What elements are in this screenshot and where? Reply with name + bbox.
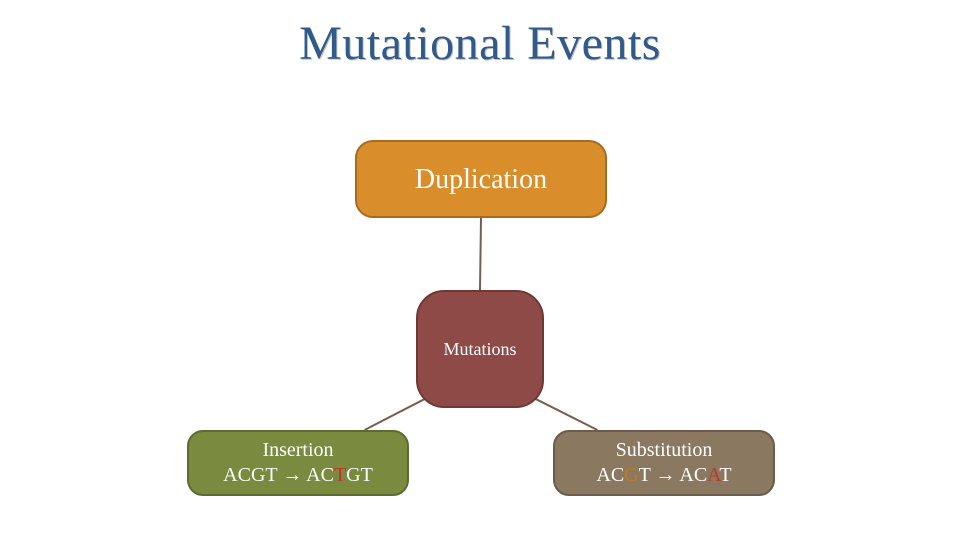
page-title: Mutational Events xyxy=(0,16,960,71)
node-label: Duplication xyxy=(415,162,547,197)
node-sequence: ACGT → ACAT xyxy=(596,463,731,488)
node-duplication: Duplication xyxy=(355,140,607,218)
node-sequence: ACGT → ACTGT xyxy=(223,463,373,488)
seq-suffix: T xyxy=(719,464,731,486)
node-mutations: Mutations xyxy=(416,290,544,408)
seq-highlight: G xyxy=(624,464,638,486)
title-text: Mutational Events xyxy=(299,17,661,70)
node-label: Insertion xyxy=(262,438,333,463)
node-substitution: Substitution ACGT → ACAT xyxy=(553,430,775,496)
seq-mid: T → AC xyxy=(639,464,708,486)
seq-prefix: AC xyxy=(596,464,624,486)
node-insertion: Insertion ACGT → ACTGT xyxy=(187,430,409,496)
seq-highlight: A xyxy=(707,464,719,486)
node-label: Mutations xyxy=(443,338,516,361)
connector-lines xyxy=(0,0,960,540)
node-label: Substitution xyxy=(616,438,713,463)
seq-suffix: GT xyxy=(346,464,373,486)
seq-prefix: ACGT → AC xyxy=(223,464,334,486)
seq-highlight: T xyxy=(334,464,346,486)
